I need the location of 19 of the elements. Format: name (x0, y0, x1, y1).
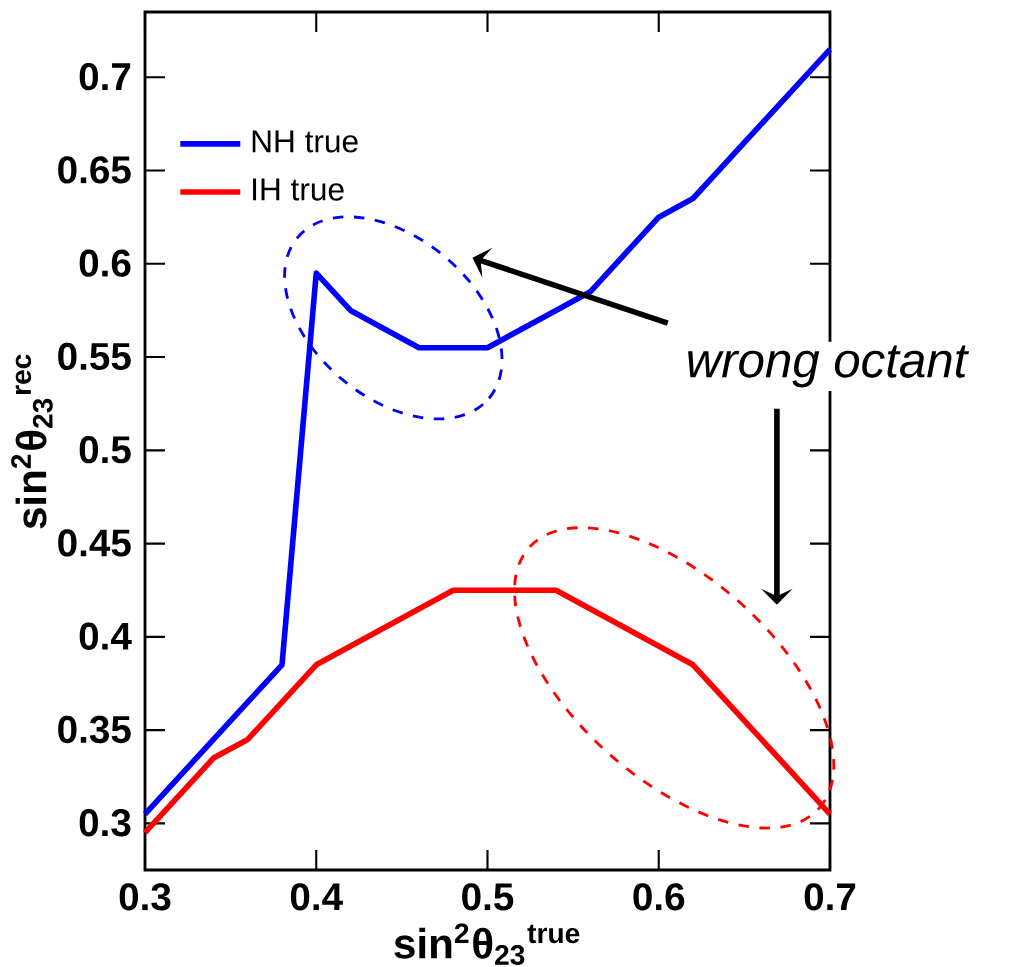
x-tick-label: 0.3 (119, 883, 171, 911)
x-tick-label: 0.6 (633, 883, 685, 911)
y-tick-label: 0.7 (79, 62, 131, 91)
legend-label: IH true (253, 178, 344, 201)
y-tick-label: 0.55 (58, 342, 131, 371)
x-tick-label: 0.7 (804, 883, 856, 911)
annotation: wrong octant (688, 345, 970, 388)
y-tick-label: 0.45 (58, 529, 131, 557)
y-tick-label: 0.5 (79, 436, 131, 464)
x-tick-label: 0.5 (462, 883, 514, 911)
y-tick-label: 0.35 (58, 715, 131, 744)
x-tick-label: 0.4 (290, 883, 343, 911)
x-axis-title: sin$^{2}$θ$_{23}$true (394, 923, 580, 965)
y-axis-title: sin$^{2}$θ$_{23}$rec (11, 354, 53, 529)
legend-label: NH true (252, 130, 358, 153)
y-tick-label: 0.6 (79, 249, 131, 277)
y-tick-label: 0.3 (79, 809, 131, 837)
y-tick-label: 0.65 (58, 156, 131, 184)
y-tick-label: 0.4 (79, 622, 132, 650)
